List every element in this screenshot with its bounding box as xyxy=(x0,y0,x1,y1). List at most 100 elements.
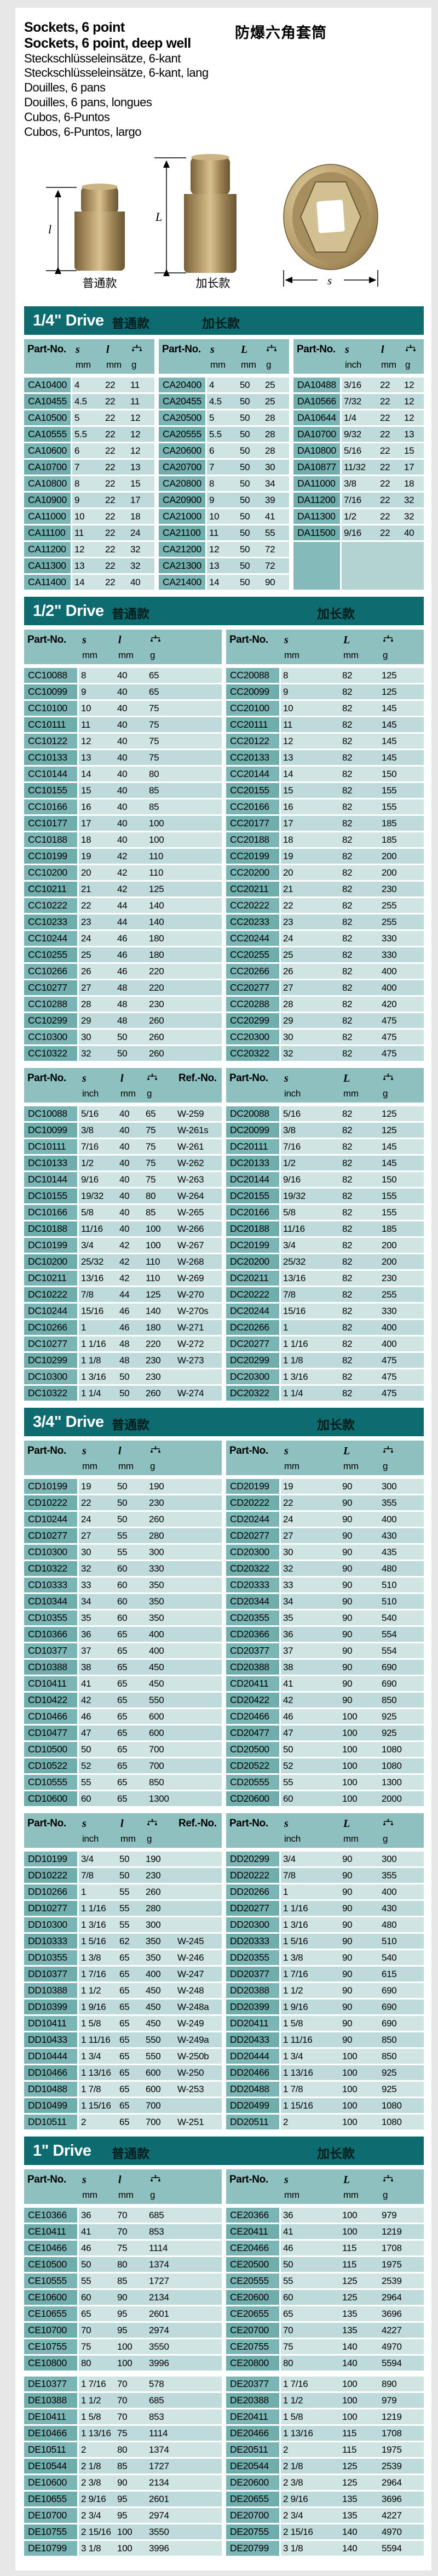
value-cell: 21 xyxy=(81,883,91,894)
header-col: s mm xyxy=(72,342,103,370)
page-title-line: Douilles, 6 pans xyxy=(24,81,106,95)
balance-scale-icon xyxy=(150,1446,161,1453)
value-cell: 50 xyxy=(283,2259,293,2270)
value-cell: 55 xyxy=(81,2275,91,2286)
value-cell: 1/4 xyxy=(344,412,356,423)
table-row: CD10300 30 55 300 xyxy=(24,1545,222,1560)
part-no-cell: DD10377 xyxy=(24,1967,79,1982)
header-col: Part-No. xyxy=(24,2172,79,2201)
part-no-cell: DD20466 xyxy=(226,2065,281,2081)
value-cell: 65 xyxy=(117,1777,128,1787)
col-unit: mm xyxy=(82,650,97,661)
weight-header xyxy=(147,1071,175,1086)
value-cell: 50 xyxy=(240,511,250,522)
value-cell: 50 xyxy=(81,1744,91,1755)
table-row: DD20511 2 100 1080 xyxy=(226,2115,424,2130)
value-cell: 230 xyxy=(146,1355,161,1366)
value-cell: 400 xyxy=(382,1513,397,1524)
value-cell: 40 xyxy=(117,818,128,829)
part-no-cell: DE10544 xyxy=(24,2459,79,2474)
table-row: CC10322 32 50 260 xyxy=(24,1046,222,1061)
table-row: DD10511 2 65 700 W-251 xyxy=(24,2115,222,2130)
header-col: l mm xyxy=(378,342,402,370)
col-label: Part-No. xyxy=(27,1818,66,1830)
value-cell: 230 xyxy=(149,1497,164,1508)
part-no-cell: CE20366 xyxy=(226,2208,281,2223)
value-cell: W-259 xyxy=(177,1108,204,1119)
table-row: DE20544 2 1/8 125 2539 xyxy=(226,2459,424,2474)
table-row: CA11400 14 22 40 xyxy=(24,575,154,590)
table-row: CA20600 6 50 28 xyxy=(159,443,289,459)
value-cell: 50 xyxy=(240,396,250,407)
value-cell: 125 xyxy=(382,686,397,697)
value-cell: 85 xyxy=(149,801,159,812)
value-cell: 125 xyxy=(342,2460,358,2471)
table-row: CC10100 10 40 75 xyxy=(24,701,222,716)
value-cell: 90 xyxy=(117,2292,128,2303)
empty-filler-row xyxy=(293,542,424,590)
value-cell: 10 xyxy=(81,702,91,713)
value-cell: 7 xyxy=(209,461,215,472)
value-cell: 18 xyxy=(81,834,91,845)
value-cell: 80 xyxy=(81,2357,91,2368)
part-no-cell: DC20222 xyxy=(226,1287,281,1303)
value-cell: 1080 xyxy=(382,1744,402,1755)
table-row: DD10277 1 1/16 55 280 xyxy=(24,1901,222,1916)
table-row: CC10133 13 40 75 xyxy=(24,750,222,766)
value-cell: 75 xyxy=(149,752,159,763)
value-cell: 60 xyxy=(117,1579,128,1590)
part-no-cell: DC20266 xyxy=(226,1320,281,1335)
value-cell: 85 xyxy=(146,1207,156,1218)
value-cell: 1 15/16 xyxy=(283,2100,313,2111)
value-cell: 12 xyxy=(404,412,414,423)
value-cell: 550 xyxy=(149,1694,164,1705)
table-row: DA11300 1/2 22 32 xyxy=(293,509,424,524)
table-row: DD10466 1 13/16 65 600 W-250 xyxy=(24,2065,222,2081)
col-label: L xyxy=(343,1444,350,1457)
header-col: s mm xyxy=(281,1443,340,1472)
col-unit: g xyxy=(150,2190,155,2201)
value-cell: 7 xyxy=(74,461,80,472)
value-cell: 100 xyxy=(342,2116,358,2127)
value-cell: 90 xyxy=(342,1481,353,1492)
value-cell: 13 xyxy=(283,752,293,763)
value-cell: 82 xyxy=(342,916,353,927)
value-cell: 430 xyxy=(382,1903,397,1914)
value-cell: 11 xyxy=(209,527,219,538)
value-cell: 34 xyxy=(265,478,275,489)
col-unit: g xyxy=(405,359,411,370)
value-cell: 22 xyxy=(380,494,390,505)
section-threequarter: 3/4" Drive 普通款 加长款 Part-No. s mm l mm g CD10199 19… xyxy=(24,1408,424,2131)
value-cell: 979 xyxy=(382,2395,397,2406)
table-row: DD10300 1 3/16 55 300 xyxy=(24,1917,222,1933)
table-row: DE20377 1 7/16 100 890 xyxy=(226,2377,424,2392)
value-cell: 25 xyxy=(265,379,275,390)
value-cell: 2 9/16 xyxy=(81,2493,106,2504)
part-no-cell: DA11300 xyxy=(293,509,342,524)
value-cell: 75 xyxy=(146,1124,156,1135)
table-row: CD20366 36 90 554 xyxy=(226,1627,424,1642)
value-cell: 48 xyxy=(117,1015,128,1026)
table-row: CD20222 22 90 355 xyxy=(226,1495,424,1511)
dim-L: L xyxy=(154,157,186,277)
table-row: CC20200 20 82 200 xyxy=(226,865,424,881)
value-cell: 48 xyxy=(119,1355,130,1366)
value-cell: 40 xyxy=(117,686,128,697)
caption-regular: 普通款 xyxy=(83,277,117,290)
part-no-cell: CE20466 xyxy=(226,2241,281,2256)
part-no-cell: CD20199 xyxy=(226,1479,281,1494)
col-label: s xyxy=(82,1072,87,1084)
header-col: l mm xyxy=(117,1071,143,1099)
table-header: Part-No. s inch l mm g xyxy=(293,339,424,374)
value-cell: 13/16 xyxy=(81,1272,104,1283)
value-cell: 420 xyxy=(382,998,397,1009)
col-unit: g xyxy=(147,1088,152,1099)
value-cell: 42 xyxy=(117,883,128,894)
value-cell: 1 3/16 xyxy=(81,1919,106,1930)
value-cell: 65 xyxy=(117,1744,128,1755)
balance-scale-icon xyxy=(150,635,161,642)
value-cell: 135 xyxy=(342,2510,358,2521)
value-cell: W-261 xyxy=(177,1141,204,1152)
value-cell: 690 xyxy=(382,1678,397,1689)
